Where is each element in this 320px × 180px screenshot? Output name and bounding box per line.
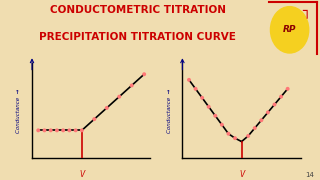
Point [232,137,237,140]
Point [129,84,134,87]
Point [272,103,277,106]
Point [246,134,251,137]
Point [200,96,205,99]
Point [79,129,84,132]
Point [259,119,264,122]
Point [67,129,72,132]
Point [265,111,270,114]
Point [142,73,147,76]
Point [226,132,231,135]
Text: Conductance  →: Conductance → [167,89,172,133]
Text: ┐: ┐ [302,4,310,18]
Point [104,106,109,109]
Point [278,95,284,98]
Text: RP: RP [283,25,296,34]
Point [285,87,290,90]
Text: 14: 14 [305,172,314,178]
Point [60,129,66,132]
Point [193,87,198,90]
Text: V: V [239,170,244,179]
Point [252,127,257,130]
Point [213,114,218,117]
Point [219,123,224,126]
Point [73,129,78,132]
Text: CONDUCTOMETRIC TITRATION: CONDUCTOMETRIC TITRATION [50,5,226,15]
Point [42,129,47,132]
Point [117,95,122,98]
Text: Conductance  →: Conductance → [16,89,21,133]
Point [48,129,53,132]
Point [187,78,192,81]
Text: V: V [79,170,84,179]
Point [92,118,97,121]
Text: PRECIPITATION TITRATION CURVE: PRECIPITATION TITRATION CURVE [39,32,236,42]
Point [54,129,60,132]
Circle shape [270,7,309,53]
Point [36,129,41,132]
Point [206,105,211,108]
